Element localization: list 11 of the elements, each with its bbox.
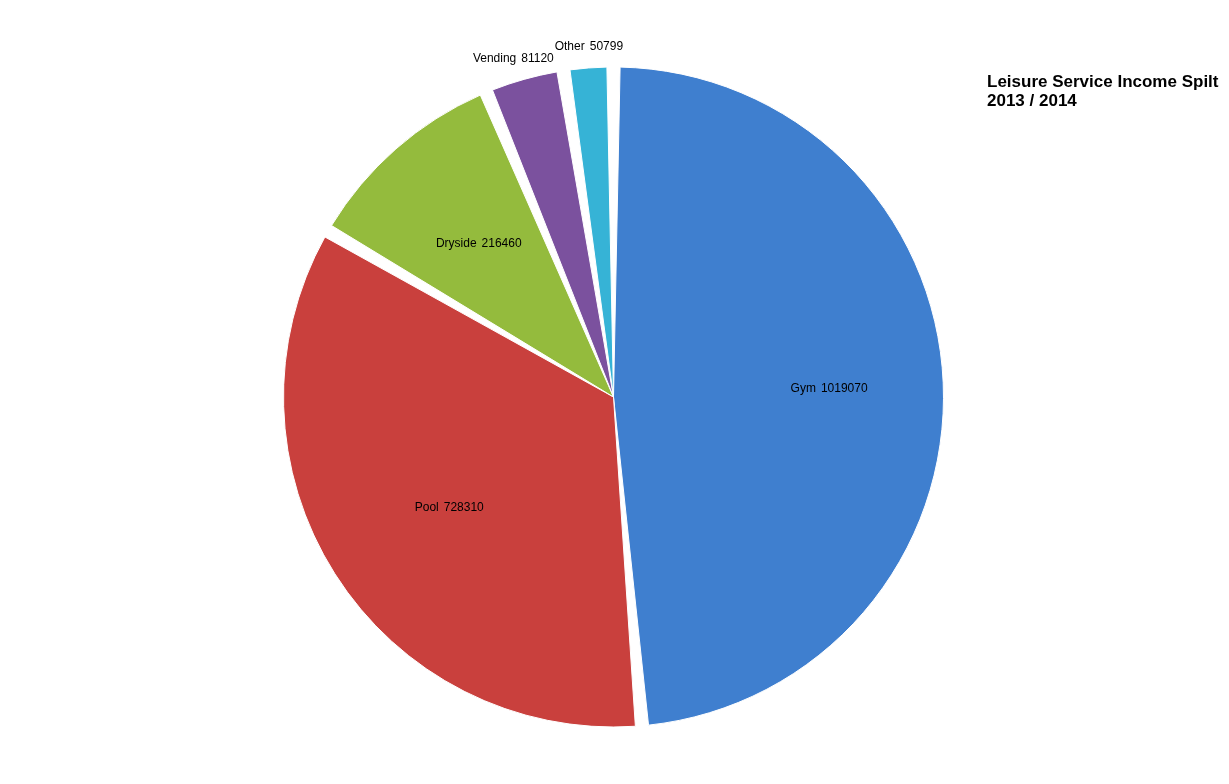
- data-label: 728310: [443, 499, 485, 514]
- text: Leisure Service Income Spilt 2013 / 2014: [987, 72, 1219, 110]
- data-label: 216460: [481, 236, 522, 251]
- slice-label: Other: [554, 39, 585, 54]
- data-label: 1019070: [820, 381, 868, 396]
- slice-label: Pool: [414, 499, 439, 514]
- slice-label: Vending: [472, 51, 517, 66]
- slice-label: Dryside: [435, 236, 477, 251]
- slice-label: Gym: [790, 381, 816, 396]
- data-label: 50799: [589, 39, 624, 54]
- data-label: 81120: [521, 51, 555, 66]
